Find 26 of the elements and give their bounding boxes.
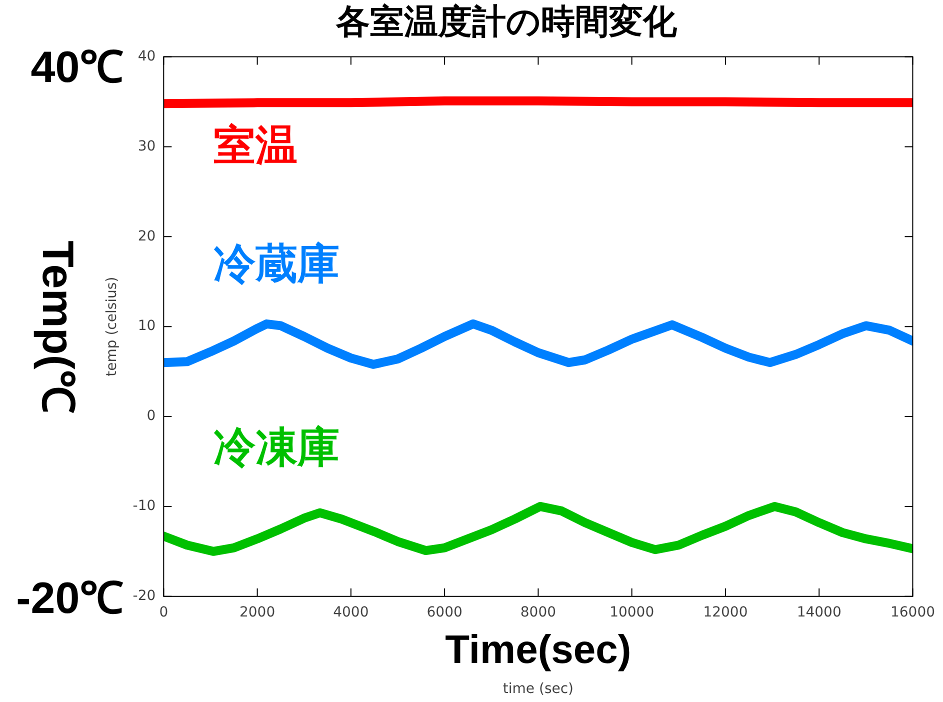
- x-tick-label: 16000: [890, 604, 936, 620]
- series-label: 室温: [214, 120, 298, 170]
- x-tick-label: 12000: [703, 604, 748, 620]
- y-tick-label: 30: [138, 138, 156, 154]
- chart-title: 各室温度計の時間変化: [335, 2, 678, 42]
- x-tick-label: 10000: [610, 604, 654, 620]
- text: -20℃: [16, 573, 124, 626]
- y-tick-label: -20: [132, 588, 156, 604]
- text: Time(sec): [445, 628, 632, 674]
- x-axis-title: time (sec): [502, 681, 574, 698]
- y-tick-label: 20: [138, 228, 156, 244]
- y-tick-label: 0: [146, 408, 156, 424]
- x-tick-label: 14000: [796, 604, 842, 620]
- y-tick-label: 10: [138, 318, 156, 334]
- y-axis-title: temp (celsius): [104, 276, 120, 376]
- x-tick-label: 4000: [333, 604, 369, 620]
- x-tick-label: 2000: [239, 604, 276, 620]
- y-tick-label: 40: [138, 48, 156, 64]
- x-tick-label: 0: [159, 604, 168, 620]
- text: 40℃: [30, 42, 124, 94]
- series-label: 冷凍庫: [214, 422, 340, 472]
- y-tick-label: -10: [132, 498, 156, 514]
- series-label: 冷蔵庫: [214, 239, 340, 288]
- x-tick-label: 6000: [426, 604, 462, 620]
- text: Temp(℃: [32, 240, 83, 413]
- x-tick-label: 8000: [520, 604, 556, 620]
